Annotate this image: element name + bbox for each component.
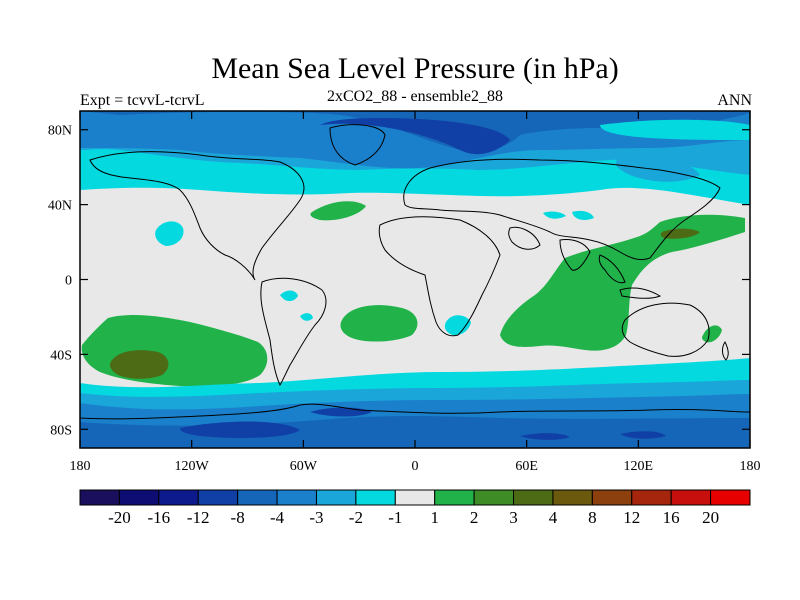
colorbar-swatch <box>710 489 751 506</box>
coastline-greenland <box>329 124 386 166</box>
lat-tick-label: 80N <box>48 124 72 139</box>
colorbar: -20 -16 -12 -8 -4 -3 -2 -1 1 2 3 4 8 12 16 20 <box>79 489 751 527</box>
season-label: ANN <box>717 92 752 109</box>
colorbar-label: 8 <box>588 508 597 527</box>
north-pacific-light <box>615 155 700 182</box>
colorbar-swatch <box>79 489 120 506</box>
southern-africa-cyan-patch <box>444 315 471 336</box>
lat-tick-label: 40N <box>48 199 72 214</box>
lon-tick-label: 60E <box>515 459 538 474</box>
colorbar-swatch <box>394 489 436 506</box>
north-atlantic-green <box>310 201 366 221</box>
colorbar-swatch <box>591 489 633 506</box>
lon-tick-label: 120W <box>175 459 210 474</box>
north-arctic-core <box>320 118 510 155</box>
map-title: Mean Sea Level Pressure (in hPa) <box>211 52 619 85</box>
colorbar-label: -3 <box>309 508 323 527</box>
colorbar-label: 3 <box>509 508 518 527</box>
colorbar-swatch <box>670 489 712 506</box>
colorbar-label: -16 <box>147 508 170 527</box>
north-pacific-cyan <box>600 119 750 140</box>
colorbar-label: 2 <box>470 508 479 527</box>
antarctic-dark-patch-1 <box>180 421 300 438</box>
colorbar-label: -12 <box>187 508 210 527</box>
colorbar-swatch <box>315 489 357 506</box>
colorbar-swatch <box>513 489 554 506</box>
colorbar-label: 4 <box>549 508 558 527</box>
coastline-southeast-asia <box>598 254 626 284</box>
lat-tick-label: 40S <box>50 348 72 363</box>
coastline-maritime-continent <box>619 287 662 299</box>
colorbar-label: -20 <box>108 508 131 527</box>
latitude-axis: 80N 40N 0 40S 80S <box>48 124 750 438</box>
lat-tick-label: 0 <box>65 274 72 289</box>
arabian-cyan-patch-2 <box>572 210 594 220</box>
south-atlantic-green <box>340 305 418 342</box>
colorbar-label: 12 <box>623 508 640 527</box>
colorbar-swatch <box>237 489 278 506</box>
colorbar-label: 16 <box>663 508 680 527</box>
coastline-africa <box>378 216 501 337</box>
lat-tick-label: 80S <box>50 423 72 438</box>
pacific-cyan-patch <box>155 221 184 246</box>
colorbar-swatch <box>276 489 317 506</box>
lon-tick-label: 60W <box>290 459 318 474</box>
colorbar-swatch <box>197 489 239 506</box>
south-america-cyan-patch-2 <box>300 313 313 321</box>
west-pacific-dark-green <box>660 228 700 239</box>
colorbar-swatch <box>552 489 593 506</box>
coastlines <box>80 124 750 420</box>
tasman-green <box>702 325 722 343</box>
lon-tick-label: 180 <box>740 459 761 474</box>
arabian-cyan-patch-1 <box>543 211 566 219</box>
coastline-south-america <box>260 277 327 387</box>
coastline-australia <box>621 302 710 357</box>
colorbar-swatch <box>473 489 515 506</box>
colorbar-label: -1 <box>388 508 402 527</box>
coastline-india <box>559 239 591 271</box>
experiment-label: Expt = tcvvL-tcrvL <box>80 92 205 109</box>
colorbar-swatch <box>355 489 396 506</box>
colorbar-swatch <box>631 489 672 506</box>
coastline-arabia <box>508 226 541 250</box>
colorbar-label: -8 <box>231 508 245 527</box>
coastline-north-america <box>89 151 305 281</box>
colorbar-label: -2 <box>349 508 363 527</box>
colorbar-label: 20 <box>702 508 719 527</box>
longitude-axis: 180 120W 60W 0 60E 120E 180 <box>70 111 761 474</box>
lon-tick-label: 120E <box>624 459 654 474</box>
colorbar-label: 1 <box>430 508 439 527</box>
antarctic-darker-blue <box>80 416 750 448</box>
contour-field <box>80 111 750 448</box>
coastline-new-zealand <box>722 341 729 361</box>
colorbar-swatch <box>434 489 475 506</box>
colorbar-swatch <box>158 489 199 506</box>
coastline-europe-asia <box>403 158 721 261</box>
antarctic-dark-patch-3 <box>520 433 570 440</box>
south-america-cyan-patch-1 <box>280 290 298 302</box>
south-pacific-dark-green <box>110 350 169 379</box>
colorbar-swatch <box>118 489 160 506</box>
lon-tick-label: 0 <box>412 459 419 474</box>
colorbar-label: -4 <box>270 508 285 527</box>
antarctic-dark-patch-4 <box>620 431 666 439</box>
coastline-antarctica <box>80 403 750 420</box>
subtitle-label: 2xCO2_88 - ensemble2_88 <box>327 88 503 105</box>
lon-tick-label: 180 <box>70 459 91 474</box>
